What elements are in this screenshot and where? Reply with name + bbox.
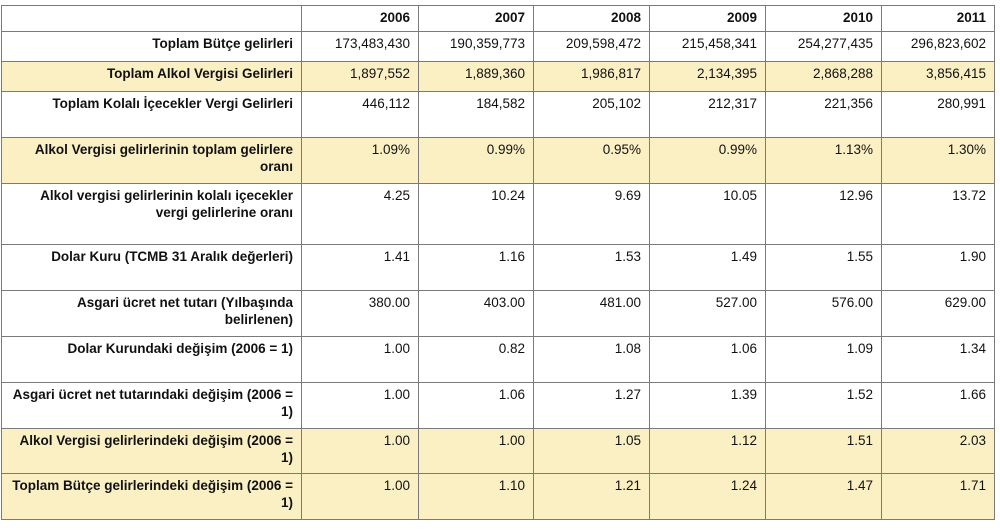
value-cell: 1.90 [881, 244, 995, 291]
row-label: Asgari ücret net tutarındaki değişim (20… [1, 382, 302, 429]
value-cell: 481.00 [533, 290, 650, 337]
value-cell: 0.99% [649, 137, 766, 184]
value-cell: 254,277,435 [765, 31, 882, 62]
row-label: Toplam Kolalı İçecekler Vergi Gelirleri [1, 91, 302, 138]
value-cell: 1.13% [765, 137, 882, 184]
value-cell: 1.00 [301, 336, 419, 383]
value-cell: 13.72 [881, 183, 995, 245]
value-cell: 380.00 [301, 290, 419, 337]
value-cell: 1.49 [649, 244, 766, 291]
table-row: Toplam Bütçe gelirlerindeki değişim (200… [1, 473, 995, 520]
value-cell: 0.82 [418, 336, 534, 383]
value-cell: 205,102 [533, 91, 650, 138]
header-corner-cell [1, 5, 302, 32]
year-header: 2008 [533, 5, 650, 32]
row-label: Alkol vergisi gelirlerinin kolalı içecek… [1, 183, 302, 245]
value-cell: 190,359,773 [418, 31, 534, 62]
value-cell: 576.00 [765, 290, 882, 337]
value-cell: 221,356 [765, 91, 882, 138]
row-label: Toplam Bütçe gelirlerindeki değişim (200… [1, 473, 302, 520]
row-label: Toplam Bütçe gelirleri [1, 31, 302, 62]
value-cell: 1.34 [881, 336, 995, 383]
value-cell: 1.24 [649, 473, 766, 520]
value-cell: 212,317 [649, 91, 766, 138]
year-header: 2009 [649, 5, 766, 32]
year-header: 2007 [418, 5, 534, 32]
value-cell: 2.03 [881, 428, 995, 474]
value-cell: 1.06 [418, 382, 534, 429]
value-cell: 10.24 [418, 183, 534, 245]
value-cell: 3,856,415 [881, 61, 995, 92]
table-row: Alkol vergisi gelirlerinin kolalı içecek… [1, 183, 995, 245]
table-row: Dolar Kurundaki değişim (2006 = 1) 1.00 … [1, 336, 995, 383]
value-cell: 280,991 [881, 91, 995, 138]
table-row: Asgari ücret net tutarı (Yılbaşında beli… [1, 290, 995, 337]
row-label: Dolar Kurundaki değişim (2006 = 1) [1, 336, 302, 383]
year-header: 2006 [301, 5, 419, 32]
value-cell: 2,868,288 [765, 61, 882, 92]
row-label: Alkol Vergisi gelirlerinin toplam gelirl… [1, 137, 302, 184]
value-cell: 12.96 [765, 183, 882, 245]
year-header: 2010 [765, 5, 882, 32]
table-row: Asgari ücret net tutarındaki değişim (20… [1, 382, 995, 429]
value-cell: 4.25 [301, 183, 419, 245]
value-cell: 1.00 [301, 473, 419, 520]
value-cell: 1.00 [301, 382, 419, 429]
value-cell: 215,458,341 [649, 31, 766, 62]
row-label: Dolar Kuru (TCMB 31 Aralık değerleri) [1, 244, 302, 291]
value-cell: 1,986,817 [533, 61, 650, 92]
value-cell: 1.09 [765, 336, 882, 383]
value-cell: 2,134,395 [649, 61, 766, 92]
value-cell: 10.05 [649, 183, 766, 245]
value-cell: 1.71 [881, 473, 995, 520]
table-row: Toplam Bütçe gelirleri 173,483,430 190,3… [1, 31, 995, 62]
value-cell: 296,823,602 [881, 31, 995, 62]
value-cell: 1.51 [765, 428, 882, 474]
value-cell: 9.69 [533, 183, 650, 245]
value-cell: 629.00 [881, 290, 995, 337]
value-cell: 1.66 [881, 382, 995, 429]
budget-tax-table: 2006 2007 2008 2009 2010 2011 Toplam Büt… [1, 5, 995, 520]
table-row: Toplam Kolalı İçecekler Vergi Gelirleri … [1, 91, 995, 138]
value-cell: 209,598,472 [533, 31, 650, 62]
value-cell: 1.47 [765, 473, 882, 520]
value-cell: 173,483,430 [301, 31, 419, 62]
value-cell: 1.10 [418, 473, 534, 520]
value-cell: 1.16 [418, 244, 534, 291]
value-cell: 1.27 [533, 382, 650, 429]
value-cell: 1.30% [881, 137, 995, 184]
value-cell: 527.00 [649, 290, 766, 337]
value-cell: 1.55 [765, 244, 882, 291]
value-cell: 1.05 [533, 428, 650, 474]
value-cell: 1.21 [533, 473, 650, 520]
table-row: Dolar Kuru (TCMB 31 Aralık değerleri) 1.… [1, 244, 995, 291]
value-cell: 1.39 [649, 382, 766, 429]
value-cell: 184,582 [418, 91, 534, 138]
header-row: 2006 2007 2008 2009 2010 2011 [1, 5, 995, 32]
year-header: 2011 [881, 5, 995, 32]
table-row: Alkol Vergisi gelirlerinin toplam gelirl… [1, 137, 995, 184]
value-cell: 1.53 [533, 244, 650, 291]
value-cell: 1.08 [533, 336, 650, 383]
value-cell: 0.95% [533, 137, 650, 184]
value-cell: 0.99% [418, 137, 534, 184]
value-cell: 1,889,360 [418, 61, 534, 92]
row-label: Alkol Vergisi gelirlerindeki değişim (20… [1, 428, 302, 474]
value-cell: 403.00 [418, 290, 534, 337]
value-cell: 1.09% [301, 137, 419, 184]
value-cell: 446,112 [301, 91, 419, 138]
value-cell: 1.41 [301, 244, 419, 291]
row-label: Toplam Alkol Vergisi Gelirleri [1, 61, 302, 92]
value-cell: 1,897,552 [301, 61, 419, 92]
table-row: Toplam Alkol Vergisi Gelirleri 1,897,552… [1, 61, 995, 92]
value-cell: 1.06 [649, 336, 766, 383]
value-cell: 1.52 [765, 382, 882, 429]
value-cell: 1.00 [418, 428, 534, 474]
table-row: Alkol Vergisi gelirlerindeki değişim (20… [1, 428, 995, 474]
value-cell: 1.00 [301, 428, 419, 474]
value-cell: 1.12 [649, 428, 766, 474]
row-label: Asgari ücret net tutarı (Yılbaşında beli… [1, 290, 302, 337]
